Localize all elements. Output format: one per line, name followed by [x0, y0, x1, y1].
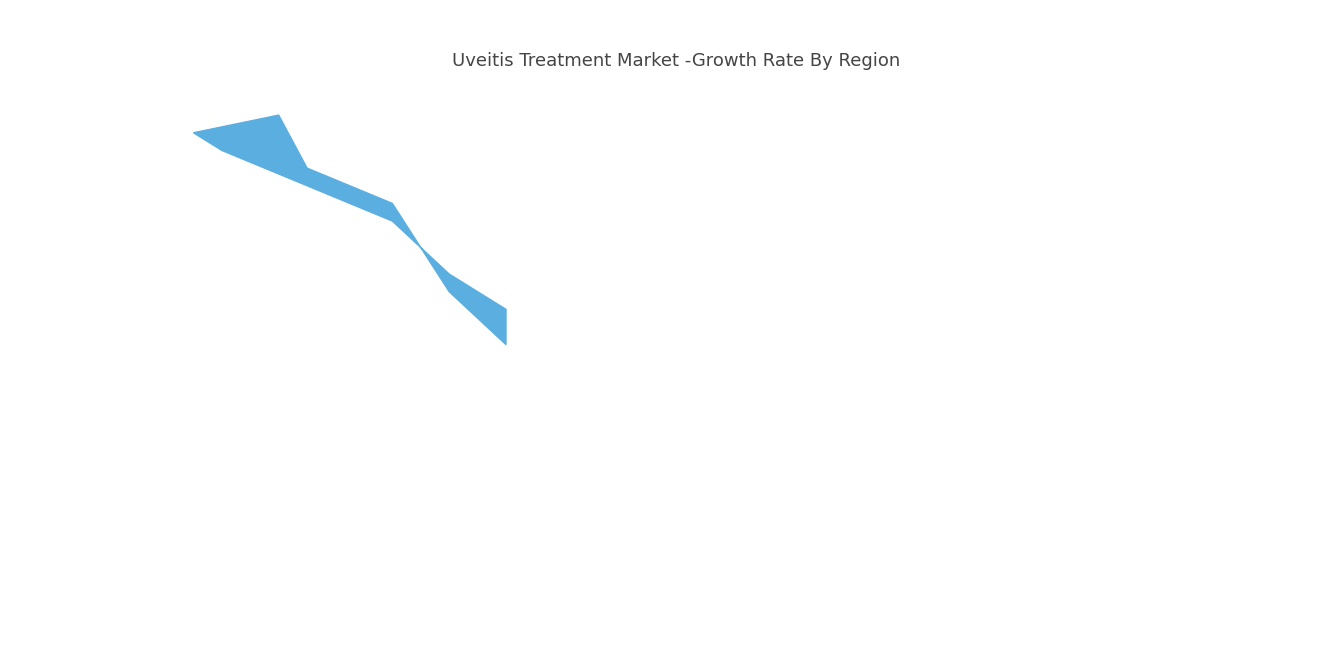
Title: Uveitis Treatment Market -Growth Rate By Region: Uveitis Treatment Market -Growth Rate By…: [453, 52, 900, 70]
Polygon shape: [194, 115, 506, 344]
